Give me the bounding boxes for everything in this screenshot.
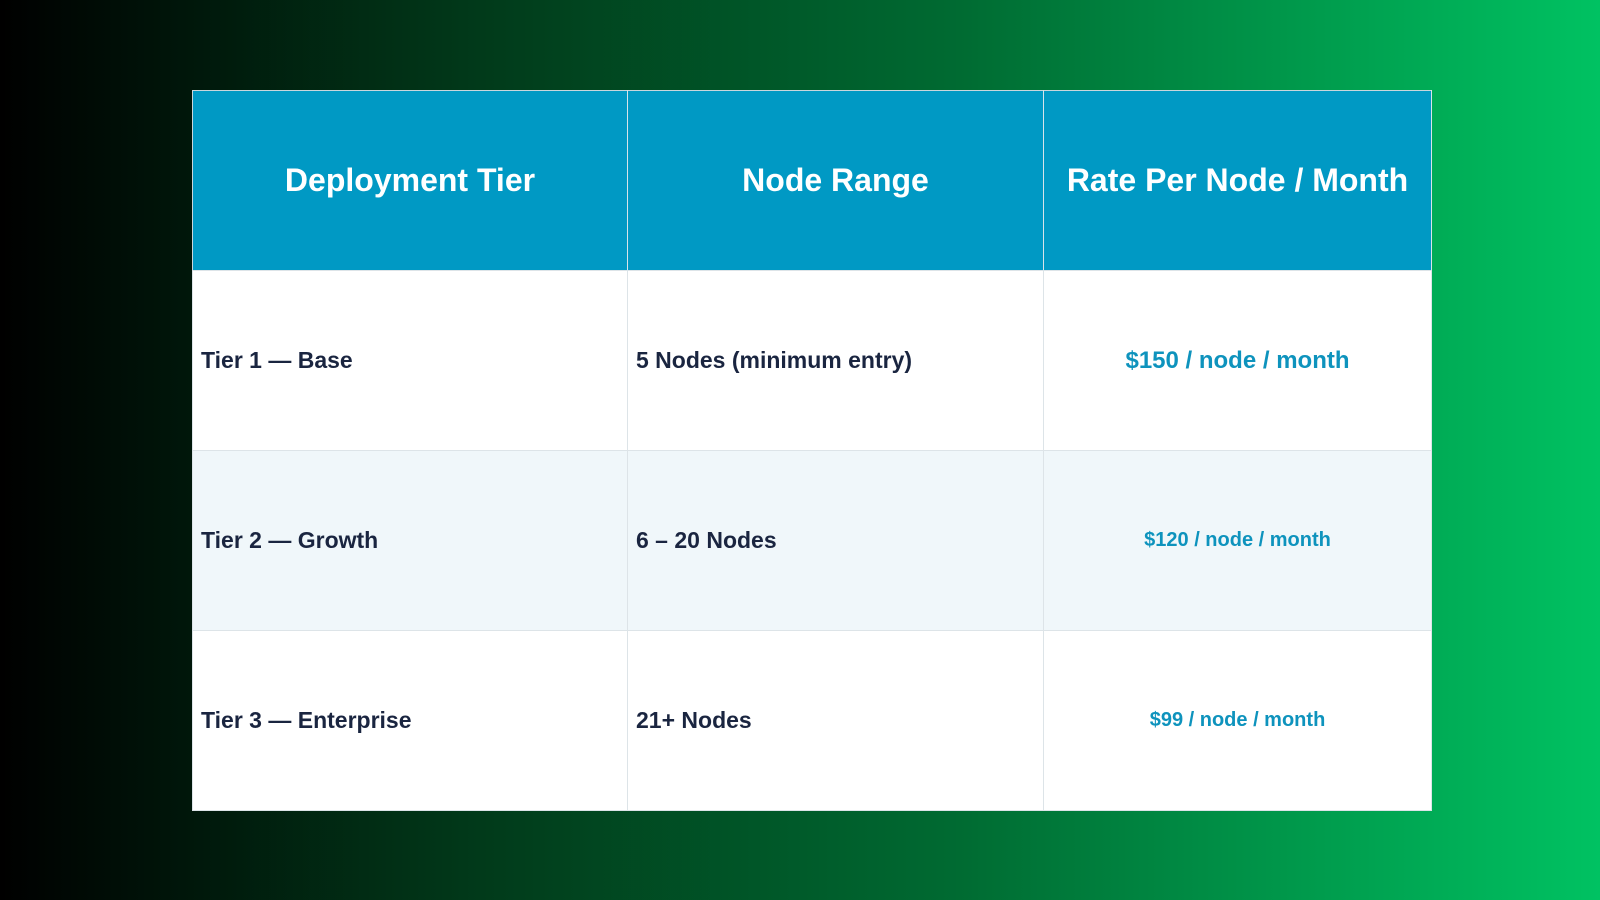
tier-cell: Tier 1 — Base bbox=[192, 270, 628, 451]
range-cell: 21+ Nodes bbox=[627, 630, 1044, 811]
row: Tier 1 — Base 5 Nodes (minimum entry) $1… bbox=[192, 270, 1432, 451]
row: Tier 2 — Growth 6 – 20 Nodes $120 / node… bbox=[192, 450, 1432, 631]
range-cell: 6 – 20 Nodes bbox=[627, 450, 1044, 631]
header-cell: Rate Per Node / Month bbox=[1043, 90, 1432, 271]
rate-cell: $150 / node / month bbox=[1043, 270, 1432, 451]
rate-cell: $120 / node / month bbox=[1043, 450, 1432, 631]
header-row: Deployment Tier Node Range Rate Per Node… bbox=[192, 90, 1432, 271]
range-cell: 5 Nodes (minimum entry) bbox=[627, 270, 1044, 451]
rate-cell: $99 / node / month bbox=[1043, 630, 1432, 811]
tier-cell: Tier 3 — Enterprise bbox=[192, 630, 628, 811]
pricing-table: Deployment Tier Node Range Rate Per Node… bbox=[192, 90, 1432, 811]
header-cell: Deployment Tier bbox=[192, 90, 628, 271]
header-cell: Node Range bbox=[627, 90, 1044, 271]
row: Tier 3 — Enterprise 21+ Nodes $99 / node… bbox=[192, 630, 1432, 811]
tier-cell: Tier 2 — Growth bbox=[192, 450, 628, 631]
